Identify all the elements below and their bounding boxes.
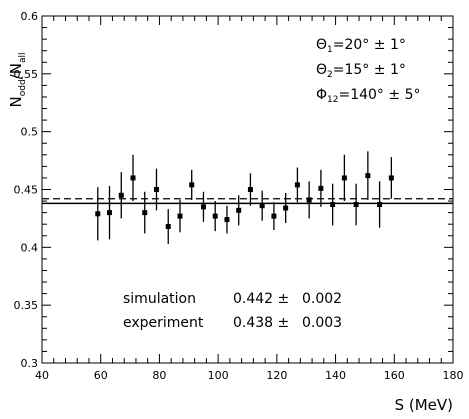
annotation-theta1: Θ1=20° ± 1° (316, 37, 406, 55)
simulation-value: 0.442 ± (233, 291, 289, 307)
experiment-value: 0.438 ± (233, 315, 289, 331)
y-tick-label: 0.45 (14, 184, 39, 197)
data-point (365, 173, 371, 179)
tick-labels: 40 60 80 100 120 140 160 180 0.3 0.35 0.4 0.45 0.5 0.… (14, 10, 464, 382)
data-points (95, 151, 394, 244)
y-tick-label: 0.4 (21, 241, 39, 254)
data-point (95, 211, 101, 217)
data-point (153, 187, 159, 192)
x-tick-label: 40 (35, 369, 49, 382)
x-tick-label: 80 (152, 369, 166, 382)
x-tick-label: 100 (208, 369, 229, 382)
data-point (341, 175, 347, 181)
data-point (200, 204, 206, 210)
data-point (247, 187, 253, 192)
data-point (107, 210, 113, 216)
data-point (165, 224, 171, 230)
data-point (283, 205, 289, 211)
ticks (41, 15, 454, 364)
experiment-label: experiment (123, 315, 204, 331)
x-tick-label: 160 (384, 369, 405, 382)
data-point (388, 175, 394, 181)
y-tick-label: 0.3 (21, 357, 39, 370)
data-point (318, 185, 324, 191)
data-point (330, 202, 336, 208)
data-point (377, 202, 383, 208)
y-axis-label: Nodd/Nall (7, 53, 28, 108)
data-point (271, 213, 277, 219)
data-point (118, 192, 124, 198)
x-tick-label: 140 (325, 369, 346, 382)
x-tick-label: 180 (443, 369, 464, 382)
data-point (212, 213, 218, 219)
y-tick-label: 0.35 (14, 299, 39, 312)
data-point (294, 182, 300, 188)
annotation-theta2: Θ2=15° ± 1° (316, 62, 406, 80)
x-tick-label: 60 (94, 369, 108, 382)
data-point (224, 217, 230, 223)
data-point (130, 175, 136, 181)
data-point (353, 202, 359, 208)
data-point (177, 213, 183, 219)
y-tick-label: 0.6 (21, 10, 39, 23)
data-point (236, 207, 242, 213)
simulation-error: 0.002 (302, 291, 342, 307)
data-point (306, 197, 312, 203)
x-axis-label: S (MeV) (395, 396, 453, 414)
annotation-phi12: Φ12=140° ± 5° (316, 87, 420, 105)
x-tick-label: 120 (266, 369, 287, 382)
data-point (142, 210, 148, 216)
experiment-error: 0.003 (302, 315, 342, 331)
data-point (189, 182, 195, 188)
data-point (259, 203, 265, 209)
y-tick-label: 0.55 (14, 68, 39, 81)
y-tick-label: 0.5 (21, 126, 39, 139)
simulation-label: simulation (123, 291, 196, 307)
